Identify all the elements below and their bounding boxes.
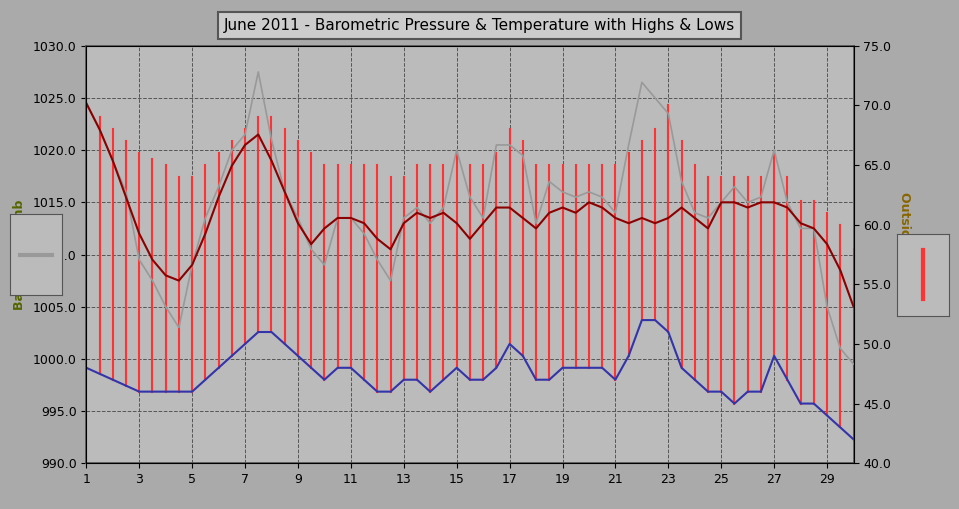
Y-axis label: Barometer - mb: Barometer - mb [12,200,26,309]
Y-axis label: Outside Temp - °F: Outside Temp - °F [899,192,911,317]
Text: June 2011 - Barometric Pressure & Temperature with Highs & Lows: June 2011 - Barometric Pressure & Temper… [223,18,736,33]
